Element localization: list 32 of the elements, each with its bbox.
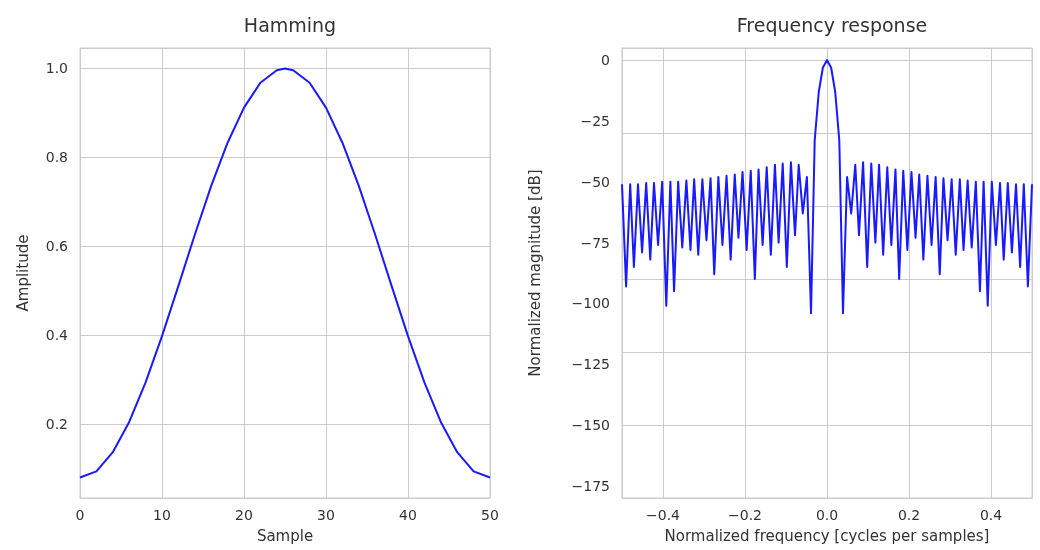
- x-tick-label: 20: [235, 507, 253, 523]
- y-axis-title: Normalized magnitude [dB]: [525, 169, 544, 377]
- y-axis-title: Amplitude: [13, 234, 32, 312]
- x-tick-label: 0: [75, 507, 85, 523]
- chart-title: Frequency response: [736, 13, 928, 36]
- y-tick-label: −100: [571, 295, 610, 312]
- x-tick-label: 0.4: [979, 507, 1003, 523]
- line-series: [79, 67, 491, 479]
- x-axis-title: Sample: [256, 526, 314, 545]
- y-tick-label: −150: [571, 417, 610, 434]
- x-tick-label: 0.2: [897, 507, 921, 523]
- x-axis-title: Normalized frequency [cycles per samples]: [664, 526, 990, 545]
- x-tick-label: 10: [153, 507, 171, 523]
- y-tick-label: 0.6: [45, 238, 69, 255]
- y-tick-label: −175: [571, 477, 610, 494]
- x-tick-label: 50: [481, 507, 499, 523]
- x-tick-label: 30: [317, 507, 335, 523]
- x-tick-label: −0.2: [728, 507, 762, 523]
- y-tick-label: 0.2: [45, 416, 68, 433]
- chart-title: Hamming: [243, 13, 337, 36]
- x-tick-label: 0.0: [815, 507, 839, 523]
- y-tick-label: −25: [580, 112, 610, 129]
- y-tick-label: 0.4: [45, 327, 69, 344]
- x-tick-label: −0.4: [646, 507, 681, 523]
- y-tick-label: −75: [580, 234, 610, 251]
- y-tick-label: 1.0: [45, 60, 68, 77]
- x-tick-label: 40: [399, 507, 417, 523]
- y-tick-label: 0: [601, 52, 610, 69]
- y-tick-label: 0.8: [45, 149, 68, 166]
- y-tick-label: −50: [580, 173, 610, 190]
- y-tick-label: −125: [571, 356, 610, 373]
- line-series: [621, 59, 1033, 315]
